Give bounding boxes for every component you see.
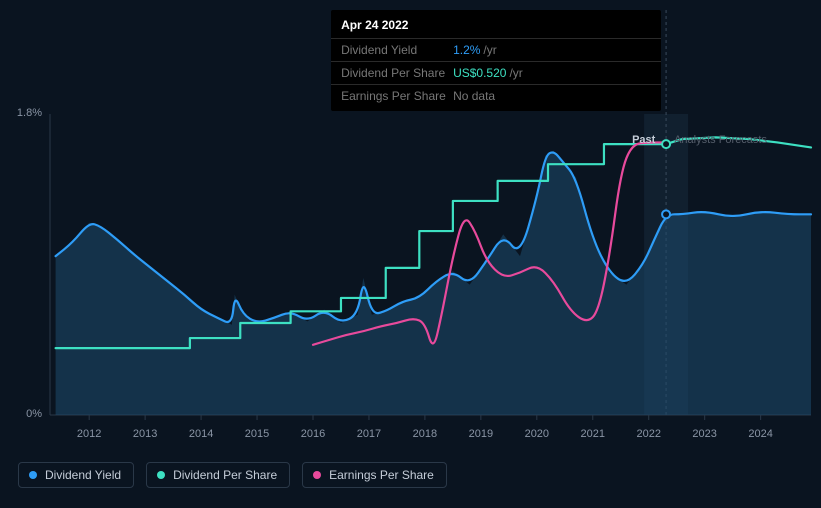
tooltip-row-unit: /yr — [509, 66, 522, 80]
legend-item-dividend-yield[interactable]: Dividend Yield — [18, 462, 134, 488]
tooltip-row-unit: /yr — [483, 43, 496, 57]
tooltip-row-value: 1.2% — [453, 43, 480, 57]
x-tick-label: 2018 — [413, 428, 437, 440]
dividend-per-share-marker — [662, 140, 670, 148]
forecast-label: Analysts Forecasts — [674, 134, 767, 146]
chart-legend: Dividend Yield Dividend Per Share Earnings… — [18, 462, 447, 488]
legend-dot-icon — [157, 471, 165, 479]
legend-label: Dividend Per Share — [173, 468, 277, 482]
legend-label: Dividend Yield — [45, 468, 121, 482]
legend-item-dividend-per-share[interactable]: Dividend Per Share — [146, 462, 290, 488]
x-tick-label: 2016 — [301, 428, 325, 440]
x-axis-labels: 2012 2013 2014 2015 2016 2017 2018 2019 2020 2021… — [50, 428, 811, 444]
tooltip-row-value: No data — [453, 89, 495, 103]
tooltip-row: Dividend Per ShareUS$0.520/yr — [331, 61, 661, 84]
tooltip-row-label: Earnings Per Share — [341, 89, 453, 103]
chart-container: 0%1.8% 201220132014201520162017201820192… — [0, 0, 821, 508]
x-tick-label: 2019 — [469, 428, 493, 440]
past-label: Past — [632, 134, 655, 146]
x-tick-label: 2024 — [748, 428, 772, 440]
x-tick-label: 2017 — [357, 428, 381, 440]
legend-label: Earnings Per Share — [329, 468, 434, 482]
tooltip-row: Earnings Per ShareNo data — [331, 84, 661, 107]
y-tick-label: 1.8% — [17, 107, 42, 119]
legend-item-earnings-per-share[interactable]: Earnings Per Share — [302, 462, 447, 488]
x-tick-label: 2012 — [77, 428, 101, 440]
chart-tooltip: Apr 24 2022 Dividend Yield1.2%/yrDividen… — [331, 10, 661, 111]
tooltip-row-value: US$0.520 — [453, 66, 506, 80]
tooltip-row-label: Dividend Yield — [341, 43, 453, 57]
x-tick-label: 2014 — [189, 428, 213, 440]
x-tick-label: 2021 — [581, 428, 605, 440]
y-tick-label: 0% — [26, 408, 42, 420]
tooltip-row-label: Dividend Per Share — [341, 66, 453, 80]
legend-dot-icon — [313, 471, 321, 479]
x-tick-label: 2022 — [636, 428, 660, 440]
tooltip-date: Apr 24 2022 — [331, 16, 661, 38]
dividend-yield-marker — [662, 210, 670, 218]
tooltip-row: Dividend Yield1.2%/yr — [331, 38, 661, 61]
x-tick-label: 2020 — [525, 428, 549, 440]
x-tick-label: 2013 — [133, 428, 157, 440]
x-tick-label: 2015 — [245, 428, 269, 440]
x-tick-label: 2023 — [692, 428, 716, 440]
legend-dot-icon — [29, 471, 37, 479]
